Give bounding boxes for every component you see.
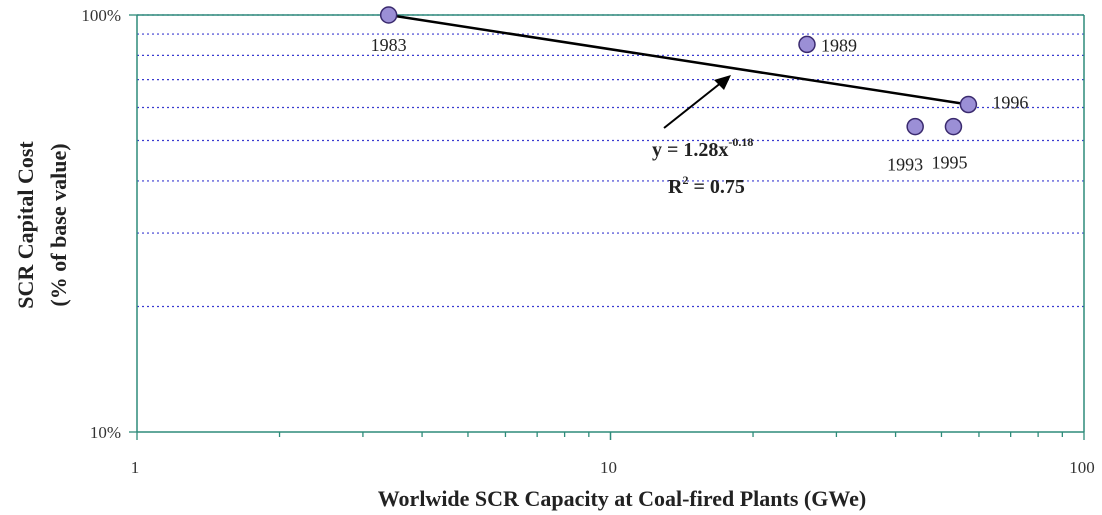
r-squared-value: = 0.75	[688, 176, 744, 198]
y-axis-title: SCR Capital Cost (% of base value)	[13, 141, 71, 309]
trendline-annotation: y = 1.28x-0.18 R2 = 0.75	[652, 75, 753, 198]
tick-marks	[129, 14, 1085, 440]
data-points	[379, 6, 978, 136]
data-point-label: 1983	[371, 35, 407, 55]
x-axis-title: Worlwide SCR Capacity at Coal-fired Plan…	[378, 486, 866, 511]
data-point	[906, 117, 924, 136]
trendline-equation-exponent: -0.18	[728, 135, 753, 149]
data-point-label: 1989	[821, 35, 857, 55]
trendline-equation-base: y = 1.28x	[652, 139, 728, 161]
annotation-arrow-shaft	[663, 81, 723, 129]
trendline-r-squared: R2 = 0.75	[668, 173, 745, 198]
data-point	[959, 95, 978, 114]
annotation-arrow-head	[714, 75, 731, 90]
x-tick-label: 1	[131, 458, 140, 477]
trendline-group	[388, 13, 969, 106]
data-point-label: 1995	[931, 153, 967, 173]
x-tick-label: 10	[600, 458, 617, 477]
data-point-label: 1996	[992, 93, 1028, 113]
data-point-label: 1993	[887, 155, 923, 175]
trendline-equation: y = 1.28x-0.18	[652, 135, 753, 161]
y-tick-label: 10%	[90, 423, 121, 442]
data-point	[944, 117, 963, 136]
r-squared-symbol: R	[668, 176, 683, 198]
r-squared-superscript: 2	[682, 173, 688, 187]
data-point	[798, 35, 816, 54]
x-tick-label: 100	[1069, 458, 1095, 477]
trendline	[388, 13, 969, 106]
y-axis-title-line-2: (% of base value)	[46, 143, 71, 306]
tick-labels: 1 10 100 10% 100%	[81, 6, 1094, 477]
data-point-labels: 1983 1989 1993 1995 1996	[371, 35, 1029, 175]
y-tick-label: 100%	[81, 6, 121, 25]
data-point	[379, 6, 398, 24]
y-axis-title-line-1: SCR Capital Cost	[13, 141, 38, 309]
axes	[136, 14, 1085, 433]
